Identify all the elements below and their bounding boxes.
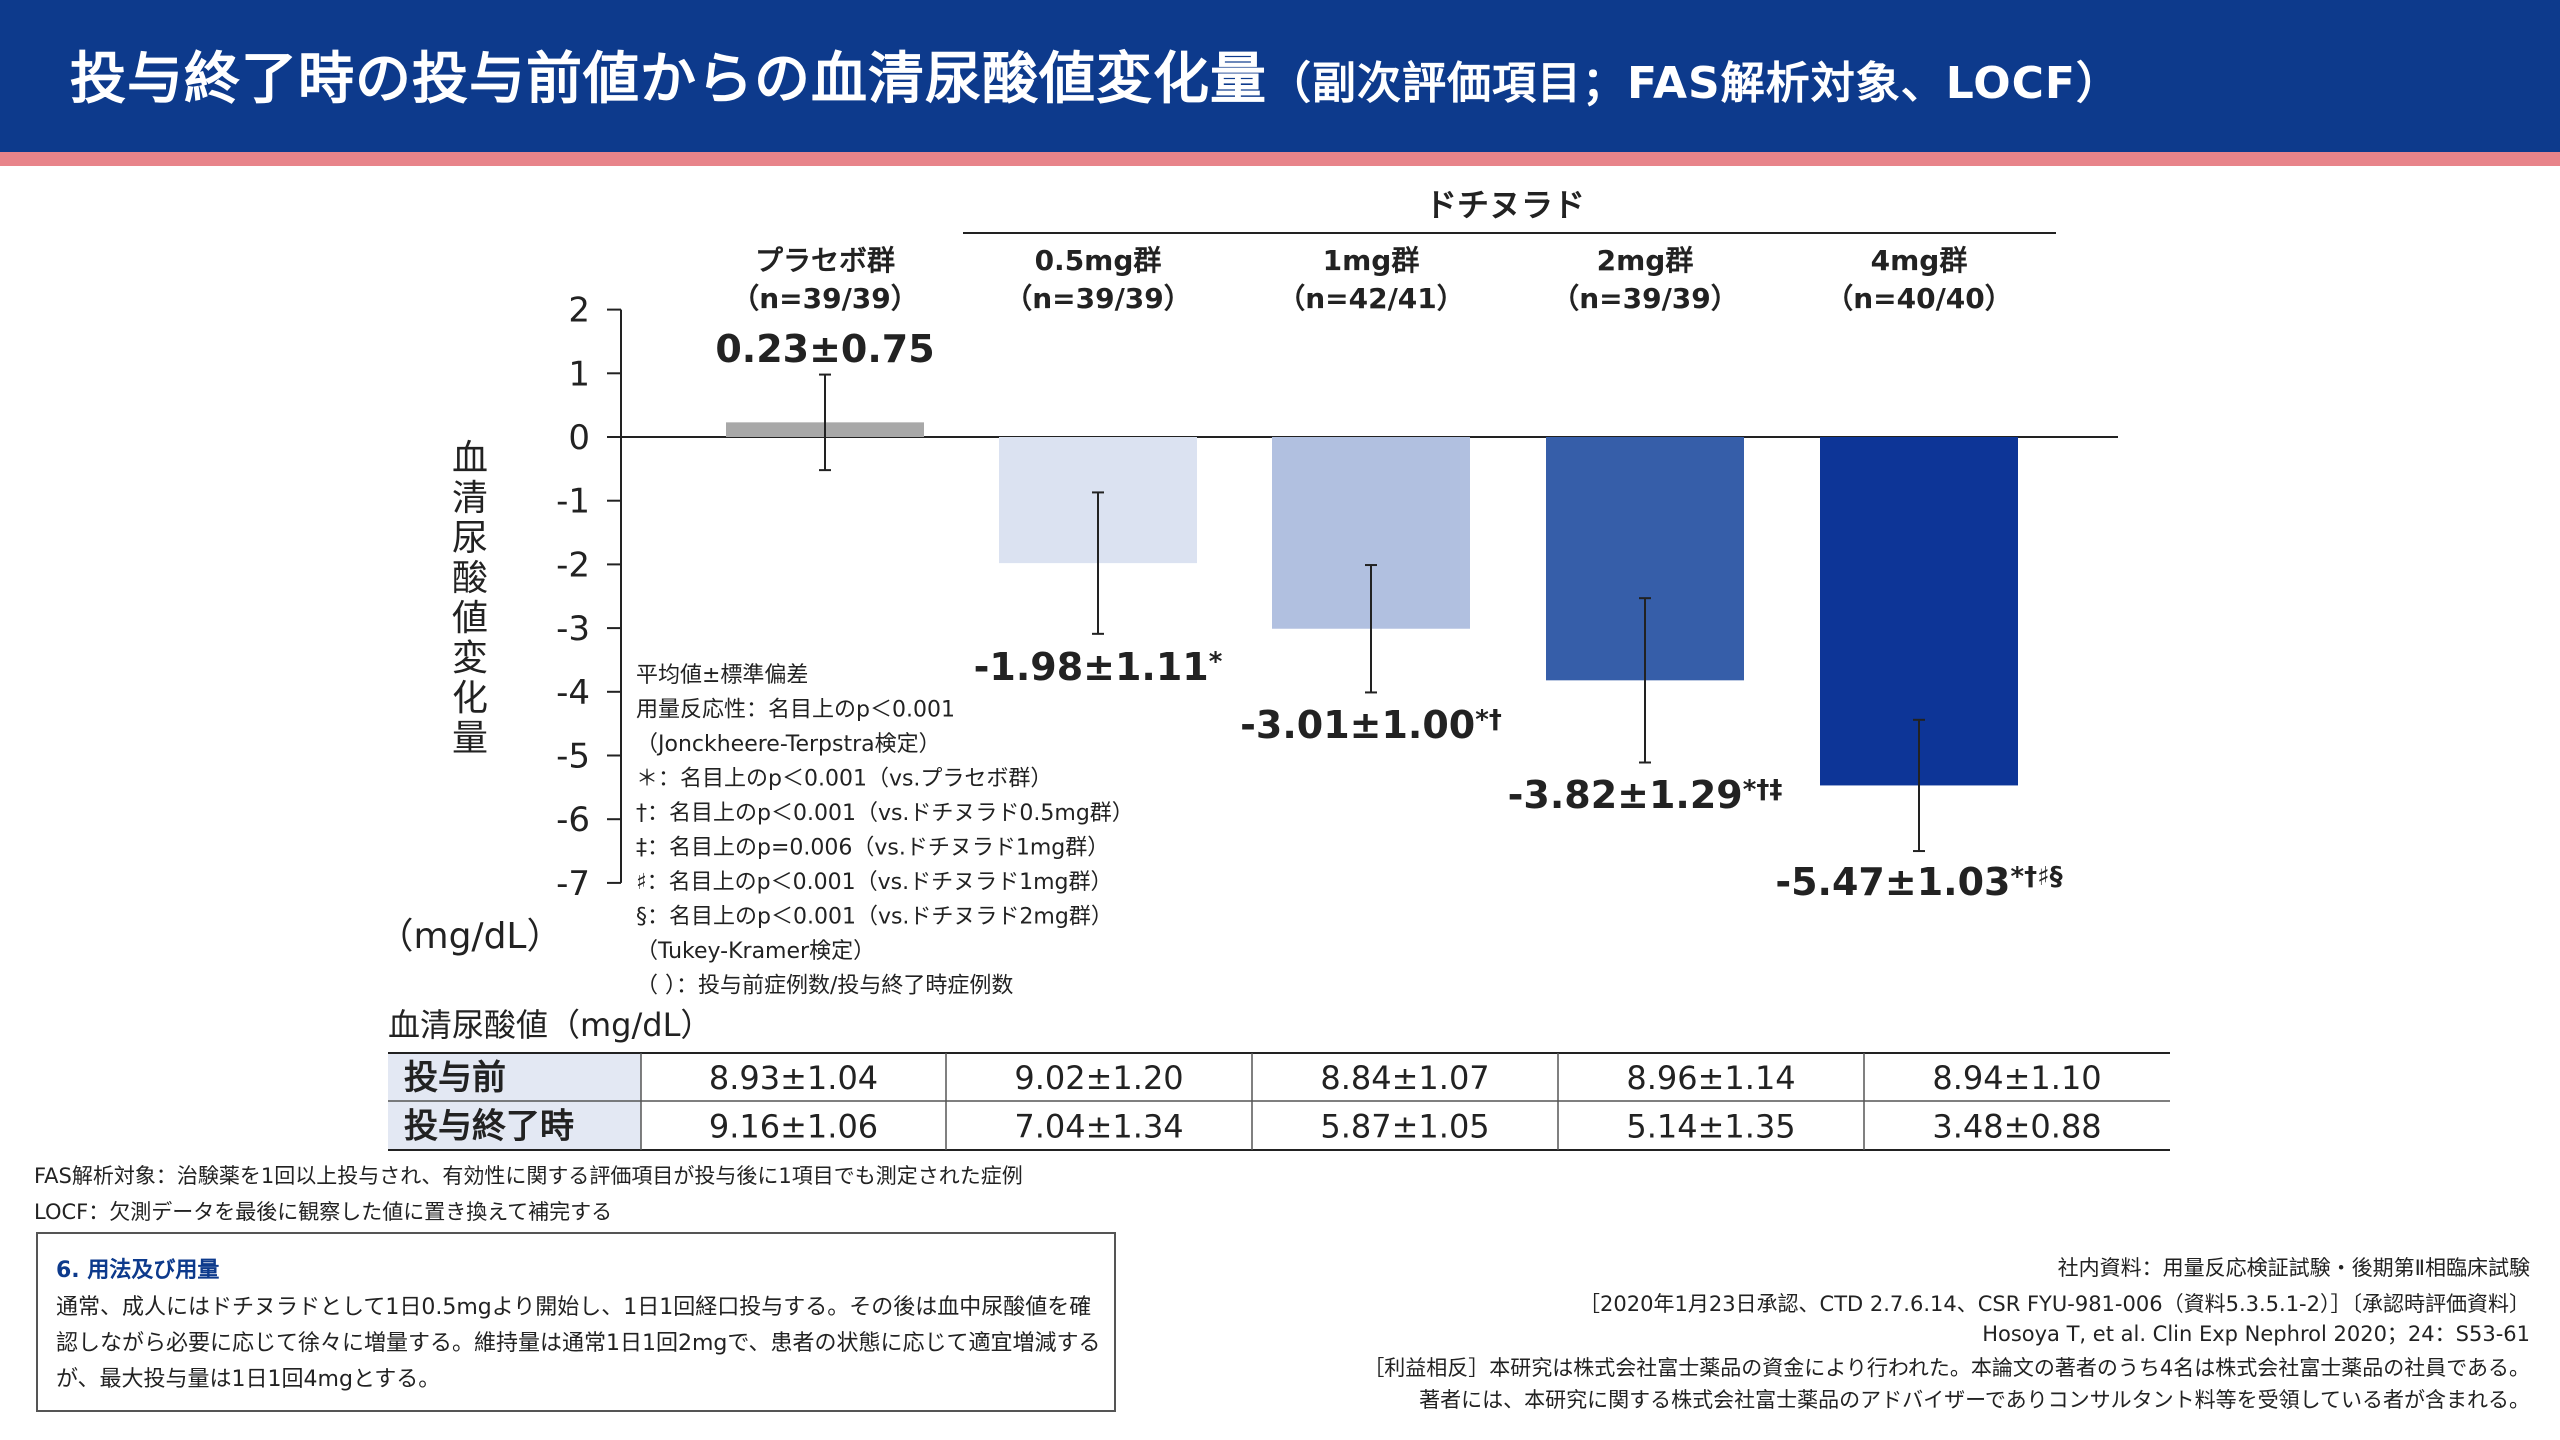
- legend-note: （Tukey-Kramer検定）: [636, 939, 875, 964]
- page-title-sub: （副次評価項目；FAS解析対象、LOCF）: [1267, 58, 2121, 109]
- table-cell: 8.93±1.04: [709, 1059, 878, 1097]
- category-n-label: （n=39/39）: [1004, 282, 1192, 315]
- table-cell: 5.14±1.35: [1626, 1108, 1795, 1146]
- table-row-label: 投与前: [404, 1058, 506, 1098]
- footnote-locf: LOCF：欠測データを最後に観察した値に置き換えて補完する: [34, 1200, 613, 1224]
- group-label: ドチヌラド: [1425, 186, 1585, 224]
- y-tick-label: -3: [556, 609, 590, 649]
- y-axis-label-char: 血: [452, 438, 488, 479]
- table-cell: 9.16±1.06: [709, 1108, 878, 1146]
- value-label: -3.82±1.29*†‡: [1508, 773, 1783, 817]
- header-stripe: [0, 152, 2560, 166]
- y-axis-label-char: 酸: [452, 558, 488, 599]
- y-axis-label-char: 量: [452, 718, 488, 759]
- page-title-main: 投与終了時の投与前値からの血清尿酸値変化量: [70, 47, 1267, 112]
- value-label-text: -3.01±1.00: [1240, 703, 1475, 747]
- table-cell: 5.87±1.05: [1320, 1108, 1489, 1146]
- reference-line-3: Hosoya T, et al. Clin Exp Nephrol 2020；2…: [1982, 1322, 2530, 1346]
- usage-title: 6. 用法及び用量: [56, 1258, 220, 1283]
- significance-marks: *†♯§: [2010, 862, 2062, 892]
- usage-text: 通常、成人にはドチヌラドとして1日0.5mgより開始し、1日1回経口投与する。そ…: [56, 1295, 1101, 1392]
- y-tick-label: -6: [556, 800, 590, 840]
- y-axis-label-char: 値: [452, 598, 488, 639]
- value-label-text: -1.98±1.11: [974, 645, 1209, 689]
- y-tick-label: 0: [568, 418, 590, 458]
- category-label: プラセボ群: [755, 244, 895, 277]
- y-tick-label: 1: [568, 354, 590, 394]
- table-cell: 8.94±1.10: [1932, 1059, 2101, 1097]
- significance-marks: *†: [1475, 705, 1502, 735]
- category-n-label: （n=39/39）: [731, 282, 919, 315]
- y-axis-label-char: 清: [452, 478, 488, 519]
- reference-line-4: ［利益相反］本研究は株式会社富士薬品の資金により行われた。本論文の著者のうち4名…: [1363, 1356, 2530, 1380]
- y-tick-label: -5: [556, 737, 590, 777]
- legend-note: （Jonckheere-Terpstra検定）: [636, 732, 941, 757]
- table-row-label: 投与終了時: [404, 1107, 574, 1147]
- value-label-text: 0.23±0.75: [715, 327, 934, 371]
- page-title: 投与終了時の投与前値からの血清尿酸値変化量（副次評価項目；FAS解析対象、LOC…: [70, 40, 2121, 120]
- y-tick-label: -2: [556, 545, 590, 585]
- value-label-text: -3.82±1.29: [1508, 773, 1743, 817]
- y-tick-label: 2: [568, 291, 590, 331]
- y-tick-label: -4: [556, 673, 590, 713]
- reference-line-2: ［2020年1月23日承認、CTD 2.7.6.14、CSR FYU-981-0…: [1579, 1292, 2530, 1316]
- category-label: 4mg群: [1871, 244, 1968, 277]
- value-label: -3.01±1.00*†: [1240, 703, 1502, 747]
- footnote-fas: FAS解析対象：治験薬を1回以上投与され、有効性に関する評価項目が投与後に1項目…: [34, 1164, 1023, 1188]
- category-label: 0.5mg群: [1035, 244, 1162, 277]
- reference-line-5: 著者には、本研究に関する株式会社富士薬品のアドバイザーでありコンサルタント料等を…: [1419, 1388, 2530, 1412]
- value-label: -1.98±1.11*: [974, 645, 1223, 689]
- table-cell: 8.96±1.14: [1626, 1059, 1795, 1097]
- legend-note: 平均値±標準偏差: [636, 663, 808, 688]
- y-tick-label: -7: [556, 864, 590, 904]
- category-n-label: （n=39/39）: [1551, 282, 1739, 315]
- legend-note: （ ）：投与前症例数/投与終了時症例数: [636, 974, 1013, 999]
- table-cell: 3.48±0.88: [1932, 1108, 2101, 1146]
- legend-note: §：名目上のp＜0.001（vs.ドチヌラド2mg群）: [636, 905, 1113, 930]
- value-label: 0.23±0.75: [715, 327, 934, 371]
- table-cell: 9.02±1.20: [1014, 1059, 1183, 1097]
- legend-note: ＊：名目上のp＜0.001（vs.プラセボ群）: [636, 767, 1052, 792]
- category-n-label: （n=42/41）: [1277, 282, 1465, 315]
- category-label: 1mg群: [1323, 244, 1420, 277]
- category-label: 2mg群: [1597, 244, 1694, 277]
- legend-note: ♯：名目上のp＜0.001（vs.ドチヌラド1mg群）: [636, 870, 1112, 895]
- category-n-label: （n=40/40）: [1825, 282, 2013, 315]
- significance-marks: *: [1209, 647, 1223, 677]
- y-axis-label-char: 変: [452, 638, 488, 679]
- table-cell: 8.84±1.07: [1320, 1059, 1489, 1097]
- reference-line-1: 社内資料：用量反応検証試験・後期第Ⅱ相臨床試験: [2057, 1256, 2530, 1280]
- header-bar: [0, 0, 2560, 152]
- usage-box: 6. 用法及び用量 通常、成人にはドチヌラドとして1日0.5mgより開始し、1日…: [36, 1232, 1116, 1412]
- y-axis-unit: （mg/dL）: [378, 916, 563, 957]
- value-label-text: -5.47±1.03: [1775, 860, 2010, 904]
- y-axis-label-char: 化: [452, 678, 488, 719]
- legend-note: ‡：名目上のp=0.006（vs.ドチヌラド1mg群）: [636, 836, 1109, 861]
- legend-note: †：名目上のp＜0.001（vs.ドチヌラド0.5mg群）: [636, 801, 1134, 826]
- legend-note: 用量反応性：名目上のp＜0.001: [636, 698, 955, 723]
- y-axis-label-char: 尿: [452, 518, 488, 559]
- y-tick-label: -1: [556, 482, 590, 522]
- table-caption: 血清尿酸値（mg/dL）: [388, 1006, 712, 1044]
- table-cell: 7.04±1.34: [1014, 1108, 1183, 1146]
- value-label: -5.47±1.03*†♯§: [1775, 860, 2062, 904]
- significance-marks: *†‡: [1743, 775, 1783, 805]
